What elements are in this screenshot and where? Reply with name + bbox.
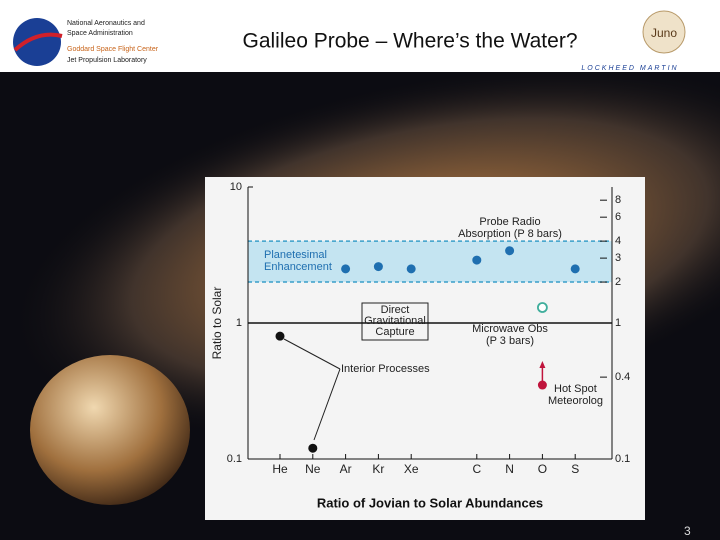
band	[248, 241, 612, 283]
partner-text: LOCKHEED MARTIN	[581, 65, 678, 72]
header-bar	[0, 0, 720, 72]
y-tick-label: 10	[230, 181, 242, 193]
annotation: Interior Processes	[341, 363, 430, 375]
juno-logo	[642, 10, 686, 54]
annotation: Direct	[381, 304, 410, 316]
annotation: Enhancement	[264, 261, 332, 273]
annotation: Gravitational	[364, 315, 426, 327]
data-point	[537, 380, 547, 390]
y2-tick-label: 0.1	[615, 453, 630, 465]
x-tick-label: N	[505, 462, 514, 476]
x-tick-label: Xe	[404, 462, 419, 476]
x-tick-label: He	[272, 462, 288, 476]
x-tick-label: S	[571, 462, 579, 476]
y2-tick-label: 4	[615, 235, 621, 247]
y2-tick-label: 2	[615, 276, 621, 288]
annotation: Absorption (P 8 bars)	[458, 228, 562, 240]
capture-box	[361, 302, 429, 341]
page-number: 3	[684, 524, 691, 538]
x-tick-label: Ar	[340, 462, 352, 476]
annotation: Probe Radio	[479, 216, 540, 228]
y2-tick-label: 0.4	[615, 371, 630, 383]
data-point	[537, 302, 548, 313]
chart-panel	[205, 177, 645, 520]
planet-art	[30, 355, 190, 505]
juno-text: Juno	[651, 26, 677, 40]
annotation: Planetesimal	[264, 249, 327, 261]
plot: 0.1 1 10 8 6 4 3 2 1 0.4 0.1 He Ne Ar Kr Xe C N O S Ratio to…	[210, 181, 630, 511]
agency-line: Space Administration	[67, 30, 133, 37]
y2-tick-label: 8	[615, 194, 621, 206]
x-tick-label: O	[538, 462, 547, 476]
y2-tick-label: 6	[615, 211, 621, 223]
data-point	[341, 264, 351, 274]
agency-line: National Aeronautics and	[67, 20, 145, 27]
data-point	[275, 331, 285, 341]
center-line: Goddard Space Flight Center	[67, 46, 159, 53]
slide-title: Galileo Probe – Where’s the Water?	[243, 30, 578, 53]
interior-arrows	[283, 338, 341, 441]
data-point	[570, 264, 580, 274]
x-tick-label: Ne	[305, 462, 321, 476]
center-line: Jet Propulsion Laboratory	[67, 57, 147, 64]
x-axis-label: Ratio of Jovian to Solar Abundances	[317, 495, 543, 510]
y2-tick-label: 3	[615, 252, 621, 264]
data-point	[373, 262, 383, 272]
x-tick-label: C	[472, 462, 481, 476]
y-axis-label: Ratio to Solar	[210, 287, 224, 360]
annotation: (P 3 bars)	[486, 335, 534, 347]
x-tick-label: Kr	[372, 462, 384, 476]
y-tick-label: 1	[236, 317, 242, 329]
annotation: Meteorolog	[548, 395, 603, 407]
annotation: Hot Spot	[554, 383, 597, 395]
y2-tick-label: 1	[615, 317, 621, 329]
annotation: Capture	[375, 326, 414, 338]
data-point	[406, 264, 416, 274]
nasa-logo	[13, 18, 61, 66]
data-point	[505, 246, 515, 256]
arrow-head	[539, 361, 546, 369]
data-point	[308, 443, 318, 453]
annotation: Microwave Obs	[472, 323, 548, 335]
nasa-swoosh	[13, 32, 63, 52]
data-point	[472, 255, 482, 265]
y-tick-label: 0.1	[227, 453, 242, 465]
